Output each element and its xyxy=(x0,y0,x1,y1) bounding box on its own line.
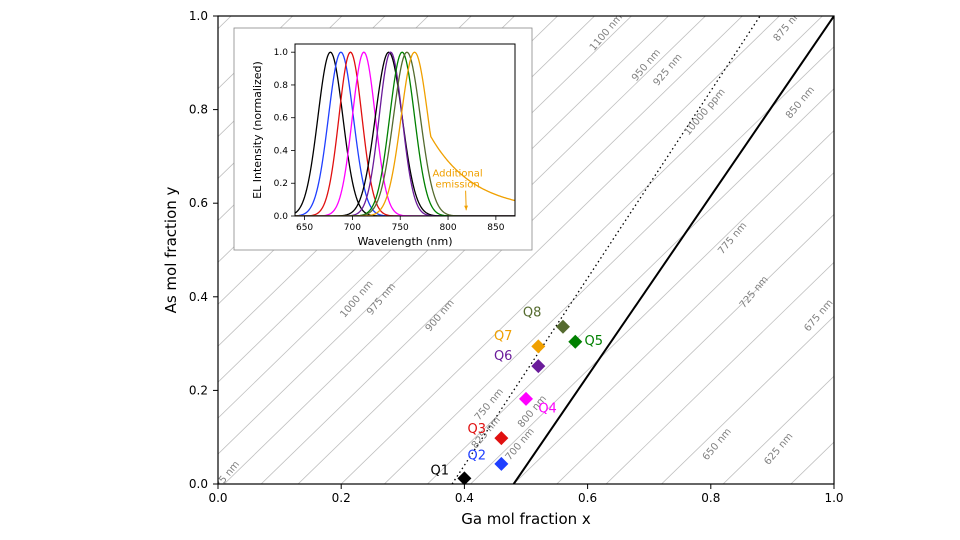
xtick-label: 1.0 xyxy=(824,491,843,505)
ytick-label: 0.6 xyxy=(189,196,208,210)
inset-xtick: 650 xyxy=(296,223,313,233)
inset-xtick: 700 xyxy=(344,223,361,233)
label-Q7: Q7 xyxy=(494,329,513,344)
ytick-label: 0.4 xyxy=(189,290,208,304)
ytick-label: 0.8 xyxy=(189,103,208,117)
inset-ytick: 1.0 xyxy=(274,48,289,58)
inset-xlabel: Wavelength (nm) xyxy=(357,235,452,248)
xtick-label: 0.2 xyxy=(332,491,351,505)
inset-ytick: 0.0 xyxy=(274,212,289,222)
ylabel: As mol fraction y xyxy=(162,186,180,313)
ytick-label: 0.2 xyxy=(189,383,208,397)
label-Q4: Q4 xyxy=(538,402,557,417)
xtick-label: 0.6 xyxy=(578,491,597,505)
label-Q6: Q6 xyxy=(494,349,513,364)
inset-ylabel: EL Intensity (normalized) xyxy=(251,61,264,199)
inset-annotation: emission xyxy=(435,180,479,191)
inset-annotation: Additional xyxy=(433,169,483,180)
label-Q2: Q2 xyxy=(467,448,486,463)
ytick-label: 1.0 xyxy=(189,9,208,23)
inset-xtick: 850 xyxy=(487,223,504,233)
xlabel: Ga mol fraction x xyxy=(461,510,591,528)
label-Q3: Q3 xyxy=(467,422,486,437)
label-Q8: Q8 xyxy=(523,306,542,321)
inset-xtick: 750 xyxy=(392,223,409,233)
xtick-label: 0.4 xyxy=(455,491,474,505)
inset-xtick: 800 xyxy=(439,223,456,233)
ytick-label: 0.0 xyxy=(189,477,208,491)
xtick-label: 0.8 xyxy=(701,491,720,505)
inset-ytick: 0.4 xyxy=(274,146,289,156)
inset-ytick: 0.6 xyxy=(274,114,289,124)
xtick-label: 0.0 xyxy=(208,491,227,505)
inset-ytick: 0.2 xyxy=(274,179,288,189)
label-Q1: Q1 xyxy=(431,463,450,478)
inset-ytick: 0.8 xyxy=(274,81,289,91)
label-Q5: Q5 xyxy=(585,334,604,349)
